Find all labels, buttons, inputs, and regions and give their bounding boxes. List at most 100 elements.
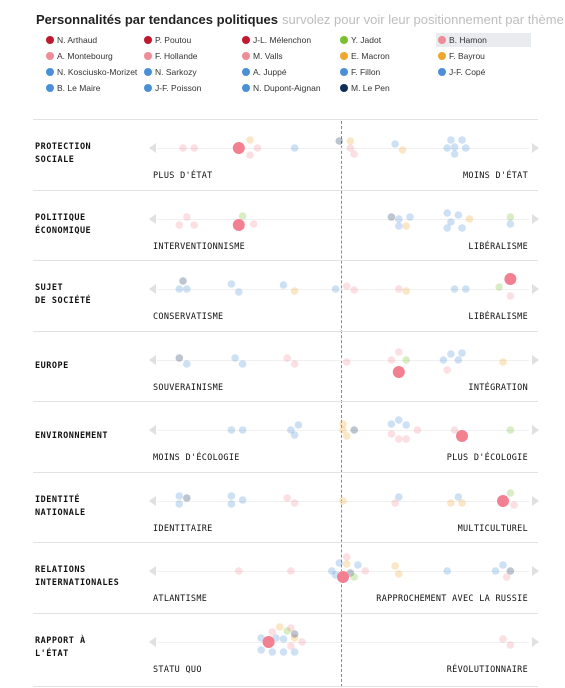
personality-dot[interactable]	[395, 215, 403, 223]
personality-dot[interactable]	[350, 286, 359, 294]
personality-dot[interactable]	[238, 426, 247, 434]
personality-dot[interactable]	[454, 493, 463, 501]
personality-dot[interactable]	[227, 426, 236, 434]
personality-dot[interactable]	[257, 646, 265, 654]
personality-dot[interactable]	[450, 426, 459, 434]
personality-dot[interactable]	[395, 285, 403, 293]
personality-dot[interactable]	[506, 426, 515, 434]
personality-dot[interactable]	[447, 218, 455, 226]
personality-dot[interactable]	[283, 627, 291, 635]
personality-dot[interactable]	[402, 421, 411, 429]
personality-dot[interactable]	[447, 350, 455, 358]
legend-item[interactable]: E. Macron	[338, 49, 434, 63]
highlighted-personality-dot[interactable]	[232, 219, 245, 231]
personality-dot[interactable]	[395, 416, 403, 424]
personality-dot[interactable]	[227, 280, 236, 288]
legend-item[interactable]: B. Hamon	[436, 33, 531, 47]
personality-dot[interactable]	[510, 501, 518, 509]
personality-dot[interactable]	[506, 641, 515, 649]
personality-dot[interactable]	[387, 213, 396, 221]
personality-dot[interactable]	[175, 500, 184, 508]
personality-dot[interactable]	[339, 497, 347, 505]
personality-dot[interactable]	[294, 421, 303, 429]
personality-dot[interactable]	[439, 356, 448, 364]
personality-dot[interactable]	[462, 144, 470, 152]
legend-item[interactable]: F. Hollande	[142, 49, 238, 63]
legend-item[interactable]: A. Juppé	[240, 65, 336, 79]
personality-dot[interactable]	[279, 635, 288, 643]
personality-dot[interactable]	[406, 213, 414, 221]
personality-dot[interactable]	[342, 358, 351, 366]
personality-dot[interactable]	[290, 287, 299, 295]
personality-dot[interactable]	[339, 426, 347, 434]
legend-item[interactable]: N. Sarkozy	[142, 65, 238, 79]
personality-dot[interactable]	[499, 561, 507, 569]
personality-dot[interactable]	[279, 648, 288, 656]
personality-dot[interactable]	[298, 638, 306, 646]
personality-dot[interactable]	[190, 144, 198, 152]
personality-dot[interactable]	[342, 553, 351, 561]
personality-dot[interactable]	[402, 287, 411, 295]
personality-dot[interactable]	[499, 358, 507, 366]
personality-dot[interactable]	[458, 499, 466, 507]
personality-dot[interactable]	[342, 560, 351, 568]
personality-dot[interactable]	[238, 212, 247, 220]
personality-dot[interactable]	[249, 220, 258, 228]
personality-dot[interactable]	[268, 648, 277, 656]
personality-dot[interactable]	[235, 288, 243, 296]
highlighted-personality-dot[interactable]	[504, 273, 517, 285]
personality-dot[interactable]	[290, 630, 299, 638]
personality-dot[interactable]	[328, 567, 336, 575]
personality-dot[interactable]	[231, 354, 239, 362]
personality-dot[interactable]	[391, 499, 399, 507]
legend-item[interactable]: M. Valls	[240, 49, 336, 63]
personality-dot[interactable]	[290, 499, 299, 507]
personality-dot[interactable]	[335, 137, 344, 145]
personality-dot[interactable]	[227, 492, 236, 500]
personality-dot[interactable]	[443, 144, 452, 152]
personality-dot[interactable]	[290, 431, 299, 439]
legend-item[interactable]: J-F. Poisson	[142, 81, 238, 95]
personality-dot[interactable]	[398, 146, 407, 154]
personality-dot[interactable]	[402, 356, 411, 364]
highlighted-personality-dot[interactable]	[262, 636, 275, 648]
personality-dot[interactable]	[179, 144, 187, 152]
personality-dot[interactable]	[253, 144, 262, 152]
personality-dot[interactable]	[190, 221, 198, 229]
legend-item[interactable]: M. Le Pen	[338, 81, 434, 95]
personality-dot[interactable]	[335, 559, 344, 567]
personality-dot[interactable]	[454, 356, 463, 364]
personality-dot[interactable]	[506, 489, 515, 497]
legend-item[interactable]: N. Arthaud	[44, 33, 140, 47]
legend-item[interactable]: B. Le Maire	[44, 81, 140, 95]
personality-dot[interactable]	[443, 224, 452, 232]
personality-dot[interactable]	[350, 573, 359, 581]
highlighted-personality-dot[interactable]	[232, 142, 245, 154]
legend-item[interactable]: F. Bayrou	[436, 49, 531, 63]
personality-dot[interactable]	[450, 143, 459, 151]
personality-dot[interactable]	[183, 360, 191, 368]
personality-dot[interactable]	[458, 349, 466, 357]
personality-dot[interactable]	[346, 137, 355, 145]
personality-dot[interactable]	[454, 211, 463, 219]
personality-dot[interactable]	[346, 144, 355, 152]
personality-dot[interactable]	[290, 634, 299, 642]
personality-dot[interactable]	[465, 215, 474, 223]
personality-dot[interactable]	[443, 567, 452, 575]
personality-dot[interactable]	[227, 500, 236, 508]
personality-dot[interactable]	[287, 642, 295, 650]
personality-dot[interactable]	[183, 213, 191, 221]
personality-dot[interactable]	[450, 150, 459, 158]
personality-dot[interactable]	[290, 144, 299, 152]
personality-dot[interactable]	[391, 140, 399, 148]
personality-dot[interactable]	[290, 360, 299, 368]
personality-dot[interactable]	[387, 356, 396, 364]
personality-dot[interactable]	[443, 209, 452, 217]
personality-dot[interactable]	[350, 426, 359, 434]
legend-item[interactable]: N. Kosciusko-Morizet	[44, 65, 140, 79]
personality-dot[interactable]	[462, 285, 470, 293]
personality-dot[interactable]	[506, 567, 515, 575]
personality-dot[interactable]	[491, 567, 500, 575]
personality-dot[interactable]	[279, 281, 288, 289]
personality-dot[interactable]	[246, 136, 254, 144]
